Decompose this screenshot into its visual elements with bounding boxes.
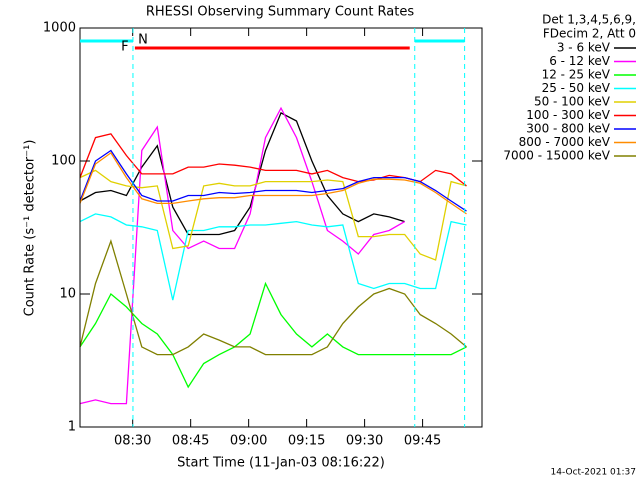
x-tick-label: 09:15 <box>288 434 325 449</box>
legend-label: 50 - 100 keV <box>534 95 611 109</box>
legend-label: 12 - 25 keV <box>542 68 611 82</box>
legend-label: 300 - 800 keV <box>526 122 610 136</box>
flare-label: F <box>121 40 128 55</box>
x-tick-label: 08:45 <box>172 434 209 449</box>
y-tick-label: 10 <box>59 287 76 302</box>
legend-label: 100 - 300 keV <box>526 108 610 122</box>
x-tick-label: 09:00 <box>230 434 267 449</box>
plot-frame <box>79 27 483 428</box>
series-line <box>79 213 467 301</box>
series-line <box>79 169 467 261</box>
legend-header: Det 1,3,4,5,6,9, <box>542 13 636 27</box>
y-tick-label: 100 <box>51 154 76 169</box>
x-tick-label: 09:45 <box>404 434 441 449</box>
series-line <box>79 239 467 356</box>
x-tick-label: 08:30 <box>114 434 151 449</box>
legend-header: FDecim 2, Att 0 <box>543 27 636 41</box>
x-axis-label: Start Time (11-Jan-03 08:16:22) <box>177 456 385 471</box>
timestamp: 14-Oct-2021 01:37 <box>551 468 636 478</box>
series-line <box>79 151 467 215</box>
series-line <box>79 111 405 236</box>
series-line <box>79 106 406 405</box>
legend-label: 6 - 12 keV <box>549 54 611 68</box>
legend-label: 7000 - 15000 keV <box>503 149 610 163</box>
legend-label: 3 - 6 keV <box>557 41 611 55</box>
series-line <box>79 281 467 389</box>
y-tick-label: 1000 <box>43 21 76 36</box>
night-label: N <box>138 33 148 48</box>
legend-label: 800 - 7000 keV <box>519 135 611 149</box>
y-axis-label: Count Rate (s⁻¹ detector⁻¹) <box>23 140 38 317</box>
y-tick-label: 1 <box>68 420 76 435</box>
legend-label: 25 - 50 keV <box>542 81 611 95</box>
series-line <box>79 149 467 212</box>
x-tick-label: 09:30 <box>346 434 383 449</box>
chart-title: RHESSI Observing Summary Count Rates <box>146 5 415 20</box>
plot-area <box>79 106 467 405</box>
